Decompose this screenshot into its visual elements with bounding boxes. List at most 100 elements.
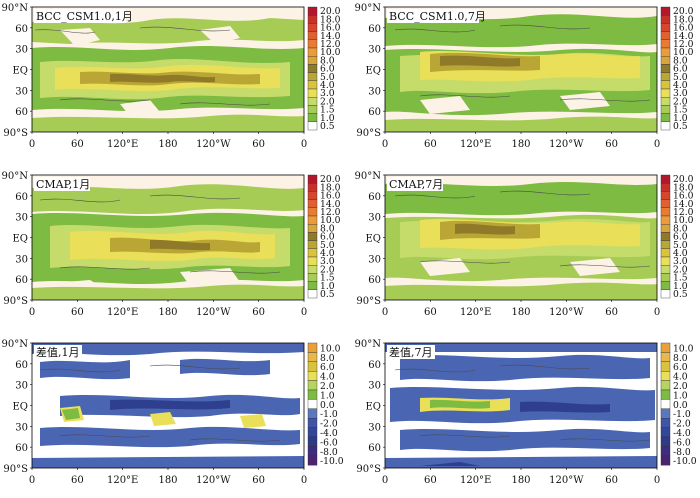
colorbar-swatch [660,105,671,114]
colorbar-label: -6.0 [320,437,338,448]
colorbar-label: -10.0 [320,456,344,467]
colorbar-label: 0.5 [673,289,688,300]
panel-title: CMAP,1月 [36,178,90,191]
colorbar-label: 10.0 [673,47,694,58]
colorbar-swatch [660,408,671,419]
lon-tick-label: 0 [301,139,307,150]
lat-tick-label: 60 [15,24,28,35]
lat-tick-label: 60 [368,275,381,286]
lon-tick-label: 120°W [196,307,231,318]
lon-tick-label: 180 [511,475,530,486]
lat-tick-label: 90°N [355,3,382,14]
colorbar-label: 1.5 [673,273,688,284]
colorbar-label: 8.0 [673,223,688,234]
colorbar-label: 0.0 [320,400,335,411]
lon-tick-label: 60 [424,475,437,486]
colorbar-swatch [660,371,671,381]
colorbar-swatch [307,199,318,209]
lon-tick-label: 120°W [549,307,584,318]
colorbar-swatch [307,389,318,400]
colorbar-swatch [660,223,671,233]
colorbar-label: 0.5 [320,289,335,300]
colorbar-label: 18.0 [320,14,341,25]
lon-tick-label: 120°W [196,475,231,486]
colorbar-swatch [660,240,671,250]
colorbar-label: 5.0 [320,72,335,83]
colorbar-label: -4.0 [673,428,691,439]
colorbar-swatch [307,352,318,362]
colorbar-swatch [660,6,671,16]
map-field [385,343,657,468]
colorbar-swatch [307,248,318,258]
colorbar-label: 14.0 [320,199,341,210]
colorbar-swatch [660,232,671,241]
colorbar-swatch [307,232,318,241]
colorbar-label: 4.0 [320,372,335,383]
colorbar-label: 20.0 [320,174,341,185]
colorbar-label: 6.0 [320,232,335,243]
lat-tick-label: 60 [15,192,28,203]
colorbar-label: 5.0 [673,240,688,251]
colorbar-label: 10.0 [320,215,341,226]
lon-tick-label: 60 [424,307,437,318]
colorbar-label: 2.0 [673,381,688,392]
colorbar-swatch [307,399,318,409]
colorbar-swatch [660,380,671,391]
panel-bcc-jul: BCC_CSM1.0,7月 [384,6,658,133]
colorbar-swatch [660,389,671,400]
lon-tick-label: 120°E [460,475,491,486]
colorbar-swatch [307,80,318,90]
colorbar-label: 2.0 [673,96,688,107]
colorbar-label: 16.0 [673,23,694,34]
lon-tick-label: 120°E [460,307,491,318]
colorbar-label: 6.0 [673,64,688,75]
lat-tick-label: 30 [368,213,381,224]
colorbar-label: 6.0 [673,362,688,373]
colorbar-swatch [660,39,671,49]
colorbar-swatch [307,96,318,106]
colorbar-swatch [660,14,671,24]
panel-title-box [34,177,90,191]
colorbar-swatch [660,113,671,122]
lat-tick-label: 30 [15,422,28,433]
colorbar-swatch [660,289,671,299]
panel-title-box [387,345,435,359]
lat-tick-label: EQ [13,234,29,245]
lon-tick-label: 0 [654,307,660,318]
colorbar-label: 4.0 [320,80,335,91]
colorbar-label: 4.0 [673,372,688,383]
lat-tick-label: 30 [15,86,28,97]
colorbar-swatch [307,72,318,81]
colorbar-swatch [660,182,671,192]
colorbar-label: 3.0 [320,256,335,267]
lat-tick-label: 30 [15,381,28,392]
colorbar-swatch [307,289,318,299]
lon-tick-label: 180 [511,307,530,318]
colorbar-swatch [660,121,671,131]
colorbar-swatch [660,342,671,353]
colorbar-swatch [660,446,671,456]
colorbar-swatch [307,446,318,456]
lon-tick-label: 120°W [196,139,231,150]
lat-tick-label: 60 [368,107,381,118]
colorbar-label: 6.0 [320,362,335,373]
lon-tick-label: 120°E [107,307,138,318]
colorbar-label: 18.0 [673,14,694,25]
colorbar-label: 1.0 [673,281,688,292]
colorbar-swatch [660,88,671,98]
colorbar-swatch [660,207,671,217]
colorbar-label: 3.0 [673,256,688,267]
panel-title-box [387,9,479,23]
colorbar-label: 5.0 [673,72,688,83]
colorbar-label: 2.0 [320,381,335,392]
lat-tick-label: EQ [13,402,29,413]
lat-tick-label: 60 [15,107,28,118]
colorbar-swatch [307,23,318,32]
lat-tick-label: 90°N [355,171,382,182]
colorbar-swatch [307,105,318,114]
colorbar-label: 2.0 [320,96,335,107]
colorbar-swatch [307,455,318,466]
lon-tick-label: 60 [424,139,437,150]
